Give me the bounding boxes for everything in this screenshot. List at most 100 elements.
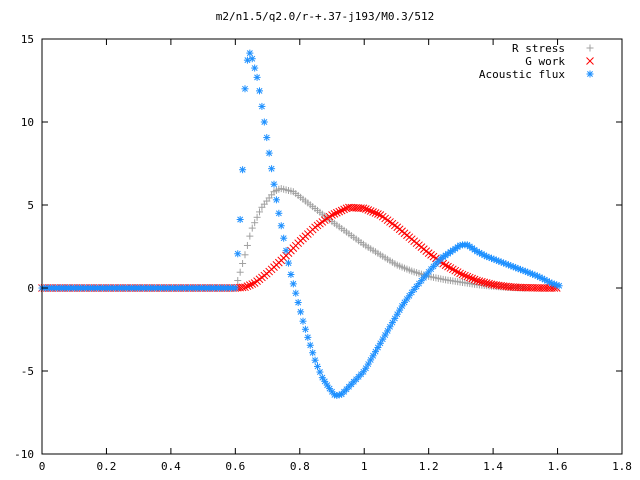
data-point [321,377,329,385]
data-point [318,374,326,382]
data-point [381,331,389,339]
y-tick-label: -10 [14,448,34,461]
x-tick-label: 0.6 [225,460,245,473]
data-point [253,213,261,221]
data-point [444,262,452,271]
legend-marker [586,70,594,78]
data-point [359,368,367,376]
data-point [473,276,481,285]
data-point [241,283,249,292]
data-point [241,85,249,93]
data-point [330,209,339,218]
data-point [306,341,314,349]
data-point [248,280,257,288]
data-point [361,205,370,213]
data-point [248,55,256,63]
data-point [468,274,477,283]
data-point [332,208,341,217]
data-point [263,134,271,142]
data-point [256,87,263,95]
data-point [243,56,251,64]
data-point [448,265,457,274]
data-point [256,208,263,216]
data-point [463,272,472,281]
data-point [239,166,247,174]
data-point [376,339,384,347]
data-point [364,360,372,368]
data-point [335,207,344,216]
data-point [323,381,331,389]
series-g-work [38,203,561,292]
y-tick-label: 5 [27,199,34,212]
legend-label: G work [525,55,565,68]
data-point [260,118,268,126]
y-tick-label: 10 [21,116,34,129]
data-point [359,204,368,213]
data-point [268,165,276,173]
data-point [446,264,455,272]
x-axis: 0 0.2 0.4 0.6 0.8 1 1.2 1.4 1.6 1.8 [39,39,632,473]
data-point [304,333,312,341]
data-point [246,232,254,240]
x-tick-label: 0.2 [97,460,117,473]
x-tick-label: 1.8 [612,460,632,473]
legend-marker [586,44,594,52]
data-point [299,317,307,325]
data-point [294,299,302,307]
x-tick-label: 0.8 [290,460,310,473]
data-point [328,211,336,219]
data-point [258,102,266,110]
data-point [243,282,252,290]
y-tick-label: 0 [27,282,34,295]
data-point [451,266,460,275]
data-point [366,207,375,215]
data-point [270,180,278,188]
data-point [453,268,462,276]
data-point [386,323,394,331]
data-point [480,278,489,287]
legend-label: Acoustic flux [479,68,565,81]
data-point [369,208,377,216]
y-tick-label: -5 [21,365,34,378]
data-point [265,149,273,157]
data-point [340,205,348,214]
data-point [246,49,254,57]
data-point [456,269,464,278]
x-tick-label: 1.2 [419,460,439,473]
data-point [251,64,259,72]
data-point [393,310,401,318]
y-axis: -10 -5 0 5 10 15 [14,33,622,461]
data-point [328,388,336,396]
data-point [272,196,280,204]
data-point [236,216,244,224]
data-point [364,206,373,214]
x-tick-label: 1 [361,460,368,473]
plot-frame [41,38,623,455]
data-point [251,219,259,227]
legend-label: R stress [512,42,565,55]
data-point [234,277,242,285]
data-point [292,289,300,297]
data-point [287,271,295,279]
data-point [248,224,256,232]
data-point [231,284,239,292]
data-point [555,282,563,290]
data-point [314,362,321,370]
data-point [285,259,292,267]
data-point [301,325,309,333]
data-point [465,273,474,282]
data-point [398,302,406,310]
legend-marker [586,57,594,65]
y-tick-label: 15 [21,33,34,46]
data-point [475,277,484,286]
data-point [441,261,450,270]
data-point [461,271,469,280]
series-acoustic-flux [38,49,563,399]
chart-title: m2/n1.5/q2.0/r-+.37-j193/M0.3/512 [216,10,435,23]
data-point [245,281,254,289]
data-point [238,283,247,292]
x-tick-label: 0.4 [161,460,181,473]
data-point [337,206,346,215]
data-point [236,268,244,276]
